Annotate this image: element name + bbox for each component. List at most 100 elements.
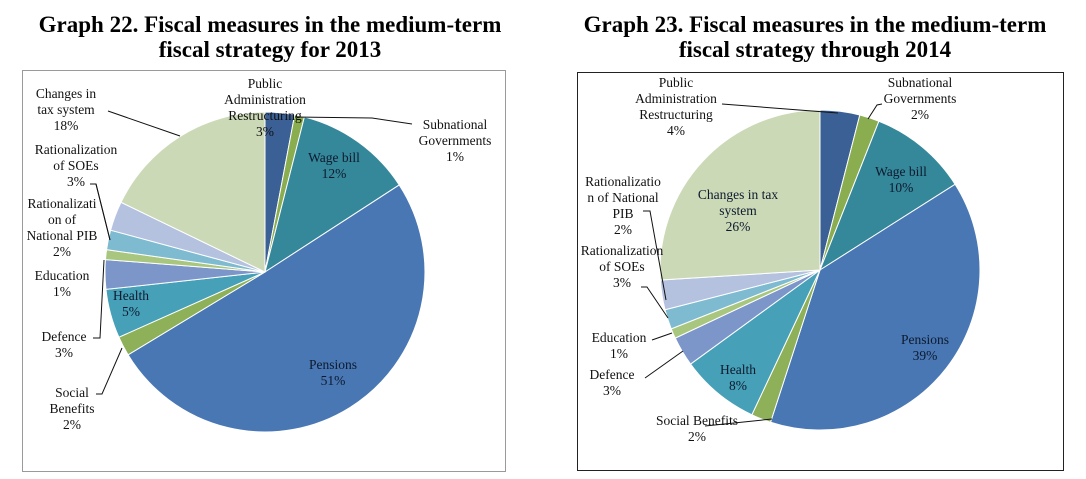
pie-slice-changes-in-tax-system <box>659 109 821 281</box>
leader-line <box>641 286 669 319</box>
chart-title-2013: Graph 22. Fiscal measures in the medium-… <box>0 12 540 62</box>
chart-title-line: Graph 22. Fiscal measures in the medium-… <box>38 12 502 37</box>
data-label-line: Rationalizatio <box>585 174 661 189</box>
data-label-line: 39% <box>913 348 938 363</box>
leader-line <box>867 103 883 120</box>
leader-line <box>643 210 667 301</box>
data-label-line: Subnational <box>888 75 953 90</box>
data-label-pensions: Pensions 51% <box>309 357 357 388</box>
data-label-changes-in-tax-system: Changes in tax system 26% <box>698 187 778 234</box>
data-label-line: 2% <box>53 244 71 259</box>
data-label-line: Governments <box>419 133 492 148</box>
leader-line <box>107 110 181 137</box>
data-label-rationalization-of-soes: Rationalization of SOEs 3% <box>581 243 664 290</box>
data-label-line: Health <box>720 362 756 377</box>
chart-title-2014: Graph 23. Fiscal measures in the medium-… <box>550 12 1080 62</box>
data-label-line: 5% <box>122 304 140 319</box>
data-label-line: Subnational <box>423 117 488 132</box>
data-label-social-benefits: Social Benefits 2% <box>656 413 738 444</box>
chart-title-line: fiscal strategy through 2014 <box>678 37 952 62</box>
leader-line <box>96 347 123 395</box>
data-label-line: 12% <box>322 166 347 181</box>
data-label-subnational-governments: Subnational Governments 1% <box>419 117 492 164</box>
data-label-line: on of <box>48 212 77 227</box>
data-label-health: Health 5% <box>113 288 149 319</box>
data-label-line: of SOEs <box>53 158 98 173</box>
leader-line <box>651 332 673 341</box>
data-label-pensions: Pensions 39% <box>901 332 949 363</box>
pie-slice-pensions <box>769 183 981 431</box>
data-label-line: 2% <box>911 107 929 122</box>
data-label-line: 1% <box>446 149 464 164</box>
data-label-line: Changes in <box>36 86 97 101</box>
data-label-line: 3% <box>256 124 274 139</box>
data-label-line: Benefits <box>50 401 95 416</box>
data-label-line: 51% <box>321 373 346 388</box>
leader-line <box>721 103 839 114</box>
data-label-line: 3% <box>67 174 85 189</box>
data-label-line: Defence <box>590 367 635 382</box>
data-label-line: Defence <box>42 329 87 344</box>
data-label-line: n of National <box>587 190 658 205</box>
data-label-line: Education <box>35 268 90 283</box>
data-label-line: 3% <box>55 345 73 360</box>
pie-slice-pensions <box>127 184 426 433</box>
data-label-line: 2% <box>614 222 632 237</box>
data-label-line: 18% <box>54 118 79 133</box>
leader-line <box>93 259 105 339</box>
data-label-line: Changes in tax <box>698 187 778 202</box>
data-label-line: Social <box>55 385 89 400</box>
chart-title-line: Graph 23. Fiscal measures in the medium-… <box>583 12 1047 37</box>
leader-line <box>95 183 111 241</box>
data-label-line: of SOEs <box>599 259 644 274</box>
data-label-defence: Defence 3% <box>590 367 635 398</box>
data-label-rationalization-of-national-pib: Rationalizati on of National PIB 2% <box>27 196 98 259</box>
data-label-education: Education 1% <box>592 330 647 361</box>
data-label-line: Health <box>113 288 149 303</box>
pie-slice-wage-bill <box>818 120 956 272</box>
data-label-line: 1% <box>610 346 628 361</box>
data-label-line: Rationalization <box>581 243 664 258</box>
data-label-defence: Defence 3% <box>42 329 87 360</box>
data-label-subnational-governments: Subnational Governments 2% <box>884 75 957 122</box>
data-label-line: Rationalizati <box>28 196 97 211</box>
leader-line <box>704 418 773 427</box>
data-label-line: 10% <box>889 180 914 195</box>
data-label-line: Administration <box>224 92 306 107</box>
data-label-public-administration-restructuring: Public Administration Restructuring 4% <box>635 75 717 138</box>
data-label-line: system <box>719 203 757 218</box>
data-label-line: Pensions <box>309 357 357 372</box>
pie-chart-2013: Public Administration Restructuring 3% Subna… <box>27 76 492 433</box>
data-label-line: Wage bill <box>308 150 360 165</box>
data-label-rationalization-of-national-pib: Rationalizatio n of National PIB 2% <box>585 174 661 237</box>
data-label-line: 26% <box>726 219 751 234</box>
chart-title-line: fiscal strategy for 2013 <box>158 37 382 62</box>
data-label-line: Social Benefits <box>656 413 738 428</box>
data-label-line: 2% <box>688 429 706 444</box>
data-label-line: 3% <box>613 275 631 290</box>
data-label-line: 8% <box>729 378 747 393</box>
data-label-public-administration-restructuring: Public Administration Restructuring 3% <box>224 76 306 139</box>
data-label-line: 1% <box>53 284 71 299</box>
pie-slice-changes-in-tax-system <box>120 111 266 273</box>
data-label-line: 3% <box>603 383 621 398</box>
data-label-rationalization-of-soes: Rationalization of SOEs 3% <box>35 142 118 189</box>
leader-line <box>644 350 684 379</box>
data-label-social-benefits: Social Benefits 2% <box>50 385 95 432</box>
leader-line <box>294 116 413 125</box>
pie-chart-2014: Public Administration Restructuring 4% Subna… <box>581 75 981 444</box>
data-label-line: Public <box>248 76 283 91</box>
data-label-line: Administration <box>635 91 717 106</box>
data-label-line: PIB <box>612 206 633 221</box>
data-label-line: 2% <box>63 417 81 432</box>
data-label-line: Governments <box>884 91 957 106</box>
data-label-line: Rationalization <box>35 142 118 157</box>
data-label-wage-bill: Wage bill 10% <box>875 164 927 195</box>
data-label-line: tax system <box>37 102 95 117</box>
pie-slice-wage-bill <box>264 116 400 274</box>
data-label-line: Restructuring <box>639 107 713 122</box>
data-label-line: Public <box>659 75 694 90</box>
data-label-line: Wage bill <box>875 164 927 179</box>
data-label-wage-bill: Wage bill 12% <box>308 150 360 181</box>
